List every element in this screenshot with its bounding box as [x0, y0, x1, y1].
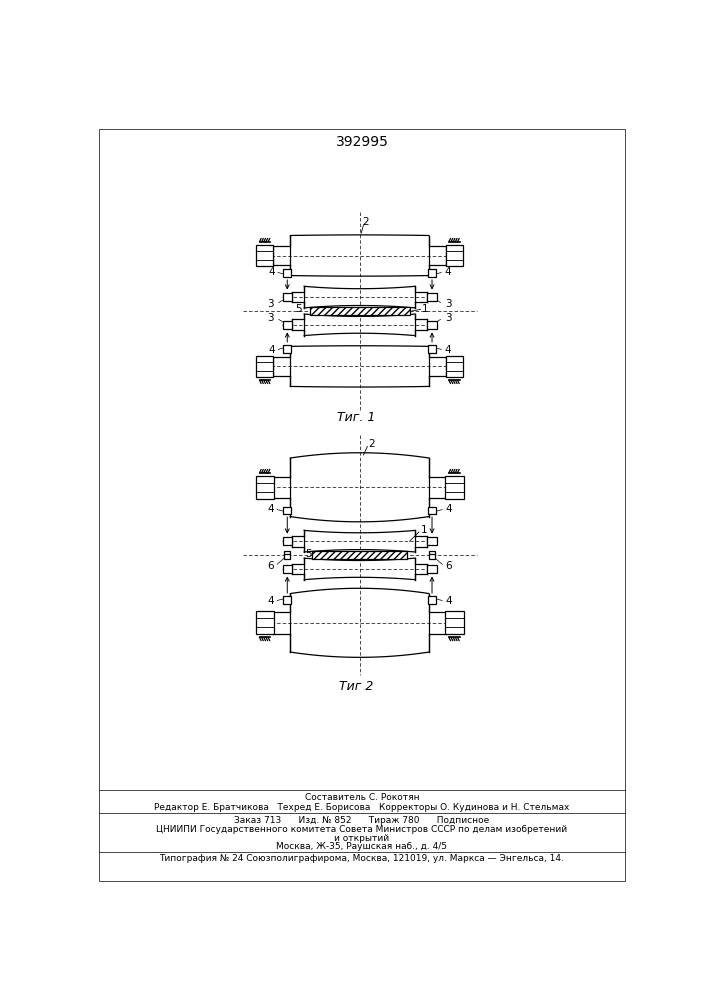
Bar	[284, 554, 291, 559]
Text: Τиг 2: Τиг 2	[339, 680, 373, 693]
Bar	[428, 596, 436, 604]
Bar	[283, 565, 292, 573]
Bar	[256, 476, 274, 499]
Bar	[284, 596, 291, 604]
Bar	[428, 565, 437, 573]
Bar	[257, 245, 274, 266]
Text: 4: 4	[269, 345, 275, 355]
Text: 4: 4	[444, 267, 451, 277]
Bar	[284, 551, 291, 556]
Bar	[428, 293, 437, 301]
Text: 3: 3	[445, 299, 452, 309]
Text: Типография № 24 Союзполиграфирома, Москва, 121019, ул. Маркса — Энгельса, 14.: Типография № 24 Союзполиграфирома, Москв…	[160, 854, 564, 863]
Text: и открытий: и открытий	[334, 834, 390, 843]
Bar	[445, 476, 464, 499]
Bar	[428, 321, 437, 329]
Bar	[446, 356, 463, 377]
Bar	[256, 611, 274, 634]
Bar	[283, 293, 292, 301]
Bar	[310, 307, 409, 315]
Bar	[428, 507, 436, 514]
Text: 4: 4	[445, 596, 452, 606]
Text: ЦНИИПИ Государственного комитета Совета Министров СССР по делам изобретений: ЦНИИПИ Государственного комитета Совета …	[156, 825, 568, 834]
Text: 2: 2	[363, 217, 369, 227]
Text: 3: 3	[267, 313, 274, 323]
Bar	[446, 245, 463, 266]
Bar	[312, 551, 407, 559]
Text: 4: 4	[445, 504, 452, 514]
Text: 1: 1	[421, 525, 428, 535]
Bar	[283, 321, 292, 329]
Text: 3: 3	[445, 313, 452, 323]
Text: 3: 3	[267, 299, 274, 309]
Text: 5: 5	[305, 549, 311, 559]
Text: 6: 6	[267, 561, 274, 571]
Text: Заказ 713      Изд. № 852      Тираж 780      Подписное: Заказ 713 Изд. № 852 Тираж 780 Подписное	[234, 816, 489, 825]
Text: 4: 4	[444, 345, 451, 355]
Text: Москва, Ж-35, Раушская наб., д. 4/5: Москва, Ж-35, Раушская наб., д. 4/5	[276, 842, 448, 851]
Bar	[284, 345, 291, 353]
Text: Составитель С. Рокотян: Составитель С. Рокотян	[305, 793, 419, 802]
Text: 4: 4	[267, 504, 274, 514]
Bar	[283, 537, 292, 545]
Text: Τиг. 1: Τиг. 1	[337, 411, 375, 424]
Text: 4: 4	[269, 267, 275, 277]
Bar	[257, 356, 274, 377]
Bar	[445, 611, 464, 634]
Bar	[284, 269, 291, 277]
Text: 6: 6	[445, 561, 452, 571]
Bar	[428, 537, 437, 545]
Text: 4: 4	[267, 596, 274, 606]
Text: 1: 1	[422, 304, 428, 314]
Text: Редактор Е. Братчикова   Техред Е. Борисова   Корректоры О. Кудинова и Н. Стельм: Редактор Е. Братчикова Техред Е. Борисов…	[154, 803, 570, 812]
Bar	[429, 551, 435, 556]
Text: 2: 2	[368, 439, 375, 449]
Text: 392995: 392995	[336, 135, 388, 149]
Bar	[429, 554, 435, 559]
Bar	[284, 507, 291, 514]
Bar	[428, 345, 436, 353]
Text: 5: 5	[295, 304, 301, 314]
Bar	[428, 269, 436, 277]
